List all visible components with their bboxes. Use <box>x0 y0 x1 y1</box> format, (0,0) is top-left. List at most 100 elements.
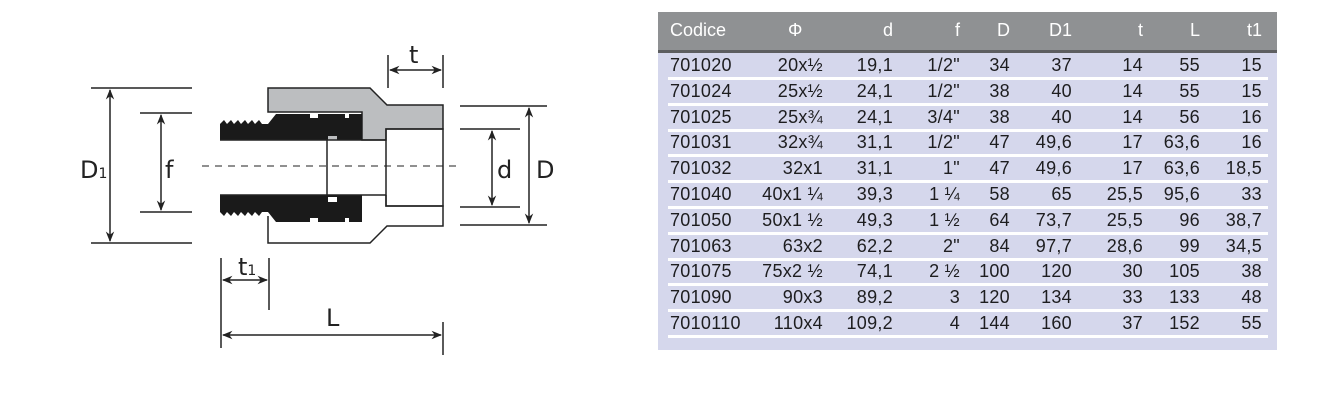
label-f: f <box>165 156 174 184</box>
table-row <box>668 313 1268 338</box>
dimension-lines <box>91 55 547 355</box>
table-row <box>668 107 1268 132</box>
cell-phi: 90x3 <box>782 287 823 308</box>
table-row <box>668 287 1268 313</box>
cell-L: 63,6 <box>1163 132 1200 153</box>
cell-D: 144 <box>979 313 1010 333</box>
cell-D: 38 <box>989 106 1010 127</box>
cell-f: 2 ½ <box>929 261 960 282</box>
cell-t: 33 <box>1122 287 1143 308</box>
column-header-codice: Codice <box>670 20 727 40</box>
cell-D: 38 <box>989 80 1010 101</box>
cell-t1: 18,5 <box>1225 158 1262 179</box>
cell-f: 4 <box>949 313 960 333</box>
column-header-d: d <box>882 20 893 40</box>
cell-t1: 34,5 <box>1225 235 1262 256</box>
cell-L: 105 <box>1169 261 1200 282</box>
cell-f: 3 <box>949 287 960 308</box>
cell-D1: 65 <box>1051 184 1072 204</box>
cell-f: 1/2" <box>927 55 960 75</box>
cell-L: 133 <box>1169 287 1200 308</box>
cell-t1: 16 <box>1241 106 1262 127</box>
column-header-t: t <box>1137 20 1143 40</box>
table-row <box>668 261 1268 287</box>
cell-t1: 38,7 <box>1225 209 1262 230</box>
cell-D: 47 <box>989 158 1010 179</box>
cell-phi: 32x¾ <box>777 132 823 153</box>
cell-d: 109,2 <box>846 313 893 333</box>
cell-D1: 37 <box>1051 55 1072 75</box>
cell-f: 1" <box>942 158 960 179</box>
cell-d: 49,3 <box>856 209 893 230</box>
cell-t: 25,5 <box>1106 209 1143 230</box>
cell-f: 1/2" <box>927 80 960 101</box>
cell-L: 56 <box>1179 106 1200 127</box>
cell-codice: 7010110 <box>670 313 741 333</box>
label-t: t <box>409 41 418 69</box>
cell-t1: 15 <box>1241 55 1262 75</box>
column-header-phi: Φ <box>788 20 803 40</box>
cell-D1: 40 <box>1051 80 1072 101</box>
cell-t: 25,5 <box>1106 184 1143 204</box>
cell-t: 30 <box>1122 261 1143 282</box>
cell-D1: 49,6 <box>1035 132 1072 153</box>
cell-L: 55 <box>1179 55 1200 75</box>
cell-t1: 33 <box>1241 184 1262 204</box>
column-header-t1: t1 <box>1246 20 1262 40</box>
cell-codice: 701032 <box>670 158 732 179</box>
cell-L: 55 <box>1179 80 1200 101</box>
cell-t: 37 <box>1122 313 1143 333</box>
cell-codice: 701075 <box>670 261 732 282</box>
cell-t1: 55 <box>1241 313 1262 333</box>
cell-phi: 32x1 <box>782 158 823 179</box>
table-row <box>668 184 1268 209</box>
label-L: L <box>326 304 340 332</box>
cell-codice: 701050 <box>670 209 732 230</box>
cell-codice: 701090 <box>670 287 732 308</box>
threaded-insert <box>220 114 362 140</box>
cell-D: 64 <box>989 209 1010 230</box>
cell-D1: 40 <box>1051 106 1072 127</box>
column-header-f: f <box>954 20 960 40</box>
cell-D: 84 <box>989 235 1010 256</box>
table-row <box>668 210 1268 235</box>
cell-f: 2" <box>942 235 960 256</box>
label-t1: t1 <box>238 253 256 281</box>
cell-t: 17 <box>1122 132 1143 153</box>
cell-D1: 97,7 <box>1035 235 1072 256</box>
cell-codice: 701031 <box>670 132 732 153</box>
cell-phi: 63x2 <box>782 235 823 256</box>
cell-D: 120 <box>979 287 1010 308</box>
cell-D: 100 <box>979 261 1010 282</box>
cell-codice: 701024 <box>670 80 732 101</box>
cell-D: 34 <box>989 55 1010 75</box>
cell-phi: 25x¾ <box>777 106 823 127</box>
cell-D1: 49,6 <box>1035 158 1072 179</box>
cell-D1: 160 <box>1041 313 1072 333</box>
fitting-cross-section-drawing: D1 f d D t t1 L <box>80 41 554 355</box>
label-D1: D1 <box>80 156 107 184</box>
cell-t1: 15 <box>1241 80 1262 101</box>
cell-d: 74,1 <box>856 261 893 282</box>
cell-L: 152 <box>1169 313 1200 333</box>
cell-t: 14 <box>1122 55 1143 75</box>
cell-t: 17 <box>1122 158 1143 179</box>
label-d: d <box>497 156 512 184</box>
cell-d: 24,1 <box>856 106 893 127</box>
cell-codice: 701020 <box>670 55 732 75</box>
label-D: D <box>536 156 554 184</box>
cell-f: 1/2" <box>927 132 960 153</box>
cell-t1: 16 <box>1241 132 1262 153</box>
cell-L: 99 <box>1179 235 1200 256</box>
cell-codice: 701063 <box>670 235 732 256</box>
cell-phi: 40x1 ¼ <box>762 184 823 204</box>
threaded-insert-lower <box>220 195 362 222</box>
cell-t1: 38 <box>1241 261 1262 282</box>
cell-phi: 25x½ <box>777 80 823 101</box>
table-row <box>668 236 1268 261</box>
cell-codice: 701040 <box>670 184 732 204</box>
cell-D1: 73,7 <box>1035 209 1072 230</box>
cell-phi: 110x4 <box>773 313 823 333</box>
